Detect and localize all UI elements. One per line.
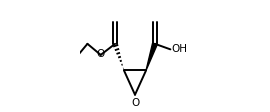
Text: O: O	[131, 98, 139, 108]
Polygon shape	[146, 43, 157, 70]
Text: O: O	[96, 49, 104, 59]
Text: OH: OH	[171, 44, 187, 54]
